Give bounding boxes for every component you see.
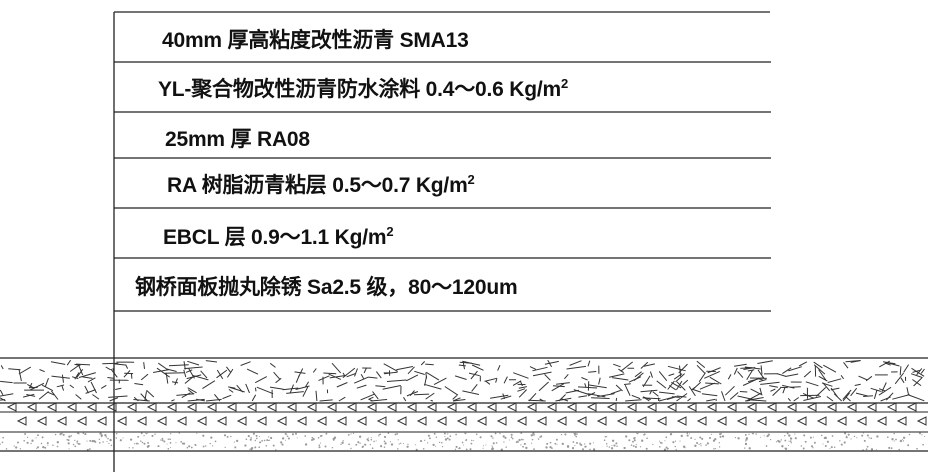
- layer-label-ra08: 25mm 厚 RA08: [165, 128, 310, 152]
- base-speckle-hatch: [0, 432, 926, 451]
- asphalt-aggregate-hatch: [0, 359, 925, 402]
- layer-label-ra-tack-coat: RA 树脂沥青粘层 0.5～0.7 Kg/m2: [167, 172, 475, 198]
- layer-label-text: 25mm 厚 RA08: [165, 128, 310, 151]
- layer-label-sup: 2: [386, 224, 394, 239]
- layer-label-steel-deck: 钢桥面板抛丸除锈 Sa2.5 级，80～120um: [135, 276, 518, 300]
- layer-label-sup: 2: [467, 172, 475, 187]
- layer-label-text: YL-聚合物改性沥青防水涂料 0.4～0.6 Kg/m: [158, 78, 561, 101]
- layer-label-ebcl: EBCL 层 0.9～1.1 Kg/m2: [163, 224, 394, 250]
- layer-label-sup: 2: [560, 76, 569, 91]
- layer-label-text: 40mm 厚高粘度改性沥青 SMA13: [162, 29, 469, 52]
- concrete-triangle-hatch: [6, 402, 927, 426]
- layer-label-text: EBCL 层 0.9～1.1 Kg/m: [163, 226, 387, 249]
- layer-label-text: RA 树脂沥青粘层 0.5～0.7 Kg/m: [167, 174, 468, 197]
- layer-label-sma13: 40mm 厚高粘度改性沥青 SMA13: [162, 29, 469, 53]
- layer-label-waterproof-coating: YL-聚合物改性沥青防水涂料 0.4～0.6 Kg/m2: [158, 76, 569, 102]
- pavement-section: [0, 357, 928, 452]
- layer-label-text: 钢桥面板抛丸除锈 Sa2.5 级，80～120um: [135, 276, 518, 299]
